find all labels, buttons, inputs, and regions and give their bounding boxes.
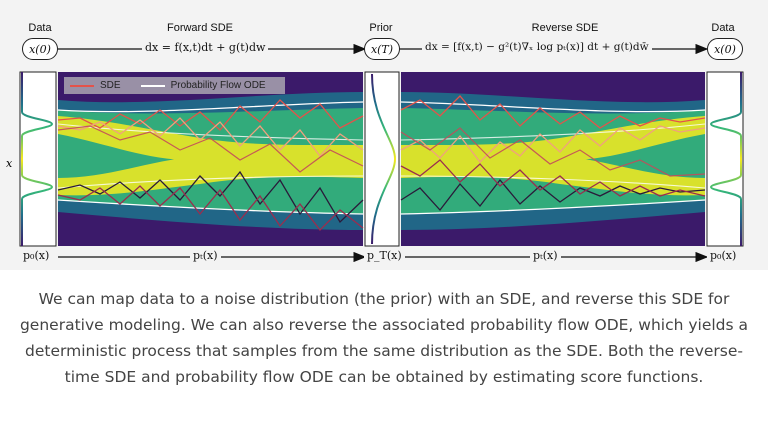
- density-panel-right: [706, 71, 744, 247]
- header-prior: Prior: [369, 22, 393, 34]
- label-pT: p_T(x): [364, 249, 405, 262]
- header-forward-sde: Forward SDE: [166, 22, 234, 34]
- data-density-curve-right: [709, 72, 742, 246]
- reverse-plot: [400, 72, 706, 246]
- node-x0-left: x(0): [22, 38, 58, 60]
- prior-density-curve: [371, 73, 397, 245]
- label-p0-left: p₀(x): [20, 249, 53, 262]
- reverse-sde-equation: dx = [f(x,t) − g²(t)∇ₓ log pₜ(x)] dt + g…: [422, 41, 652, 53]
- label-pt-left: pₜ(x): [190, 249, 221, 262]
- legend-ode-swatch: [140, 84, 165, 87]
- header-reverse-sde: Reverse SDE: [531, 22, 599, 34]
- label-pt-right: pₜ(x): [530, 249, 561, 262]
- legend-sde-label: SDE: [100, 80, 121, 91]
- sde-figure: Data Forward SDE Prior Reverse SDE Data: [0, 0, 768, 270]
- density-panel-prior: [364, 71, 400, 247]
- node-x0-right: x(0): [707, 38, 743, 60]
- legend-ode-label: Probability Flow ODE: [170, 80, 266, 91]
- node-xT: x(T): [364, 38, 400, 60]
- forward-plot: [57, 72, 364, 246]
- legend: SDE Probability Flow ODE: [64, 77, 285, 94]
- header-data-right: Data: [711, 22, 735, 34]
- y-axis-label: x: [6, 157, 13, 170]
- data-density-curve-left: [21, 72, 54, 246]
- forward-sde-equation: dx = f(x,t)dt + g(t)dw: [142, 41, 269, 54]
- header-data-left: Data: [28, 22, 52, 34]
- legend-sde-swatch: [70, 84, 94, 87]
- label-p0-right: p₀(x): [707, 249, 740, 262]
- figure-caption: We can map data to a noise distribution …: [19, 290, 749, 386]
- diagram-arrows: [19, 43, 744, 263]
- density-panel-left: [19, 71, 57, 247]
